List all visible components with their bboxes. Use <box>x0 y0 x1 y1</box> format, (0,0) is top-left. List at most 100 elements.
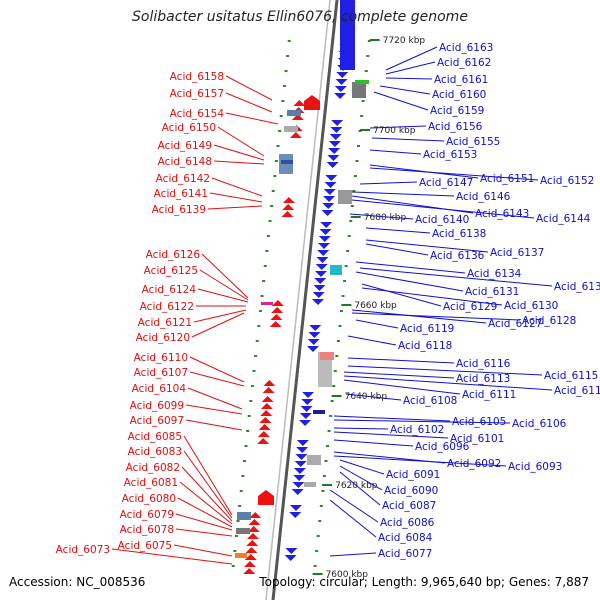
guide-dash-left <box>239 490 243 492</box>
reverse-gene-arrow <box>262 387 275 393</box>
gene-label: Acid_6102 <box>390 424 444 436</box>
ruler-label: 7700 kbp <box>373 126 416 136</box>
guide-dash-right <box>347 235 351 237</box>
gene-label: Acid_6096 <box>415 441 470 453</box>
gene-label-leader <box>193 309 247 323</box>
forward-gene-arrow <box>294 461 307 467</box>
gene-label: Acid_6090 <box>384 485 438 497</box>
gene-label-leader <box>379 85 431 95</box>
forward-gene-arrow <box>289 512 302 518</box>
gene-label-leader <box>189 371 245 387</box>
forward-gene-arrow <box>299 420 312 426</box>
forward-gene-arrow <box>329 134 342 140</box>
guide-dash-right <box>338 325 342 327</box>
guide-dash-right <box>330 400 334 402</box>
forward-gene-arrow <box>334 93 347 99</box>
guide-dash-right <box>364 70 368 72</box>
ruler-tick <box>331 395 342 397</box>
forward-gene-arrow <box>328 148 341 154</box>
forward-gene-arrow <box>327 155 340 161</box>
ruler-label: 7680 kbp <box>364 213 407 223</box>
forward-gene-block <box>340 0 355 70</box>
guide-dash-right <box>344 265 348 267</box>
gene-label-leader <box>199 269 249 301</box>
gene-label: Acid_6111 <box>462 389 516 401</box>
guide-dash-right <box>313 565 317 567</box>
gene-label-leader <box>385 46 438 71</box>
ruler-label: 7660 kbp <box>354 301 397 311</box>
forward-gene-arrow <box>306 346 319 352</box>
gene-label-leader <box>351 312 521 321</box>
forward-gene-arrow <box>319 229 332 235</box>
feature-box <box>237 512 251 520</box>
reverse-gene-arrow <box>245 547 258 553</box>
ruler-label: 7600 kbp <box>326 570 369 580</box>
gene-label: Acid_6142 <box>156 173 210 185</box>
gene-label: Acid_6151 <box>480 173 534 185</box>
gene-label-leader <box>333 431 449 439</box>
guide-dash-left <box>276 145 280 147</box>
gene-label: Acid_6155 <box>446 136 500 148</box>
guide-dash-right <box>321 490 325 492</box>
gene-label-leader <box>217 126 265 157</box>
guide-dash-left <box>270 205 274 207</box>
gene-label: Acid_6085 <box>128 431 182 443</box>
genome-backbone-shadow <box>265 0 331 601</box>
gene-label-leader <box>345 393 402 401</box>
feature-box <box>235 553 247 558</box>
ruler-tick <box>369 39 380 41</box>
guide-dash-left <box>249 400 253 402</box>
gene-label-leader <box>343 379 461 395</box>
forward-gene-arrow <box>295 454 308 460</box>
gene-label-leader <box>201 253 249 299</box>
reverse-gene-arrow <box>249 512 262 518</box>
guide-dash-left <box>271 190 275 192</box>
ruler-label: 7720 kbp <box>383 36 426 46</box>
ruler-tick <box>350 216 361 218</box>
guide-dash-left <box>252 370 256 372</box>
gene-label-leader <box>225 112 279 125</box>
reverse-gene-arrow <box>257 431 270 437</box>
forward-gene-arrow <box>334 86 347 92</box>
guide-dash-left <box>281 100 285 102</box>
forward-gene-arrow <box>325 175 338 181</box>
gene-label: Acid_6161 <box>434 74 488 86</box>
guide-dash-right <box>322 475 326 477</box>
gene-label-leader <box>175 513 233 531</box>
gene-label: Acid_6154 <box>170 108 225 120</box>
reverse-gene-arrow <box>248 519 261 525</box>
gene-label-leader <box>329 489 379 523</box>
forward-gene-arrow <box>301 399 314 405</box>
gene-label-leader <box>191 312 245 338</box>
forward-gene-arrow <box>316 257 329 263</box>
forward-gene-arrow <box>307 339 320 345</box>
forward-gene-arrow <box>323 196 336 202</box>
gene-label: Acid_6125 <box>144 265 198 277</box>
guide-dash-right <box>329 415 333 417</box>
gene-label-leader <box>361 283 442 307</box>
guide-dash-right <box>353 175 357 177</box>
guide-dash-right <box>343 280 347 282</box>
gene-label-leader <box>173 544 233 557</box>
guide-dash-left <box>247 415 251 417</box>
gene-label-leader <box>185 404 243 415</box>
gene-label-leader <box>213 160 265 165</box>
gene-label-leader <box>343 371 455 379</box>
gene-label: Acid_6121 <box>138 317 192 329</box>
forward-gene-arrow <box>293 475 306 481</box>
gene-label: Acid_6083 <box>128 446 182 458</box>
gene-label-leader <box>207 205 263 210</box>
forward-gene-arrow <box>314 278 327 284</box>
forward-gene-arrow <box>322 203 335 209</box>
gene-label: Acid_6097 <box>130 415 184 427</box>
guide-dash-left <box>287 40 291 42</box>
reverse-gene-arrow <box>259 417 272 423</box>
reverse-gene-arrow <box>271 307 284 313</box>
gene-label: Acid_6119 <box>400 323 454 335</box>
gene-label-leader <box>347 365 543 376</box>
accession-text: Accession: NC_008536 <box>9 575 146 589</box>
guide-dash-right <box>361 100 365 102</box>
gene-label: Acid_6106 <box>512 418 567 430</box>
guide-dash-right <box>315 550 319 552</box>
forward-gene-arrow <box>292 482 305 488</box>
